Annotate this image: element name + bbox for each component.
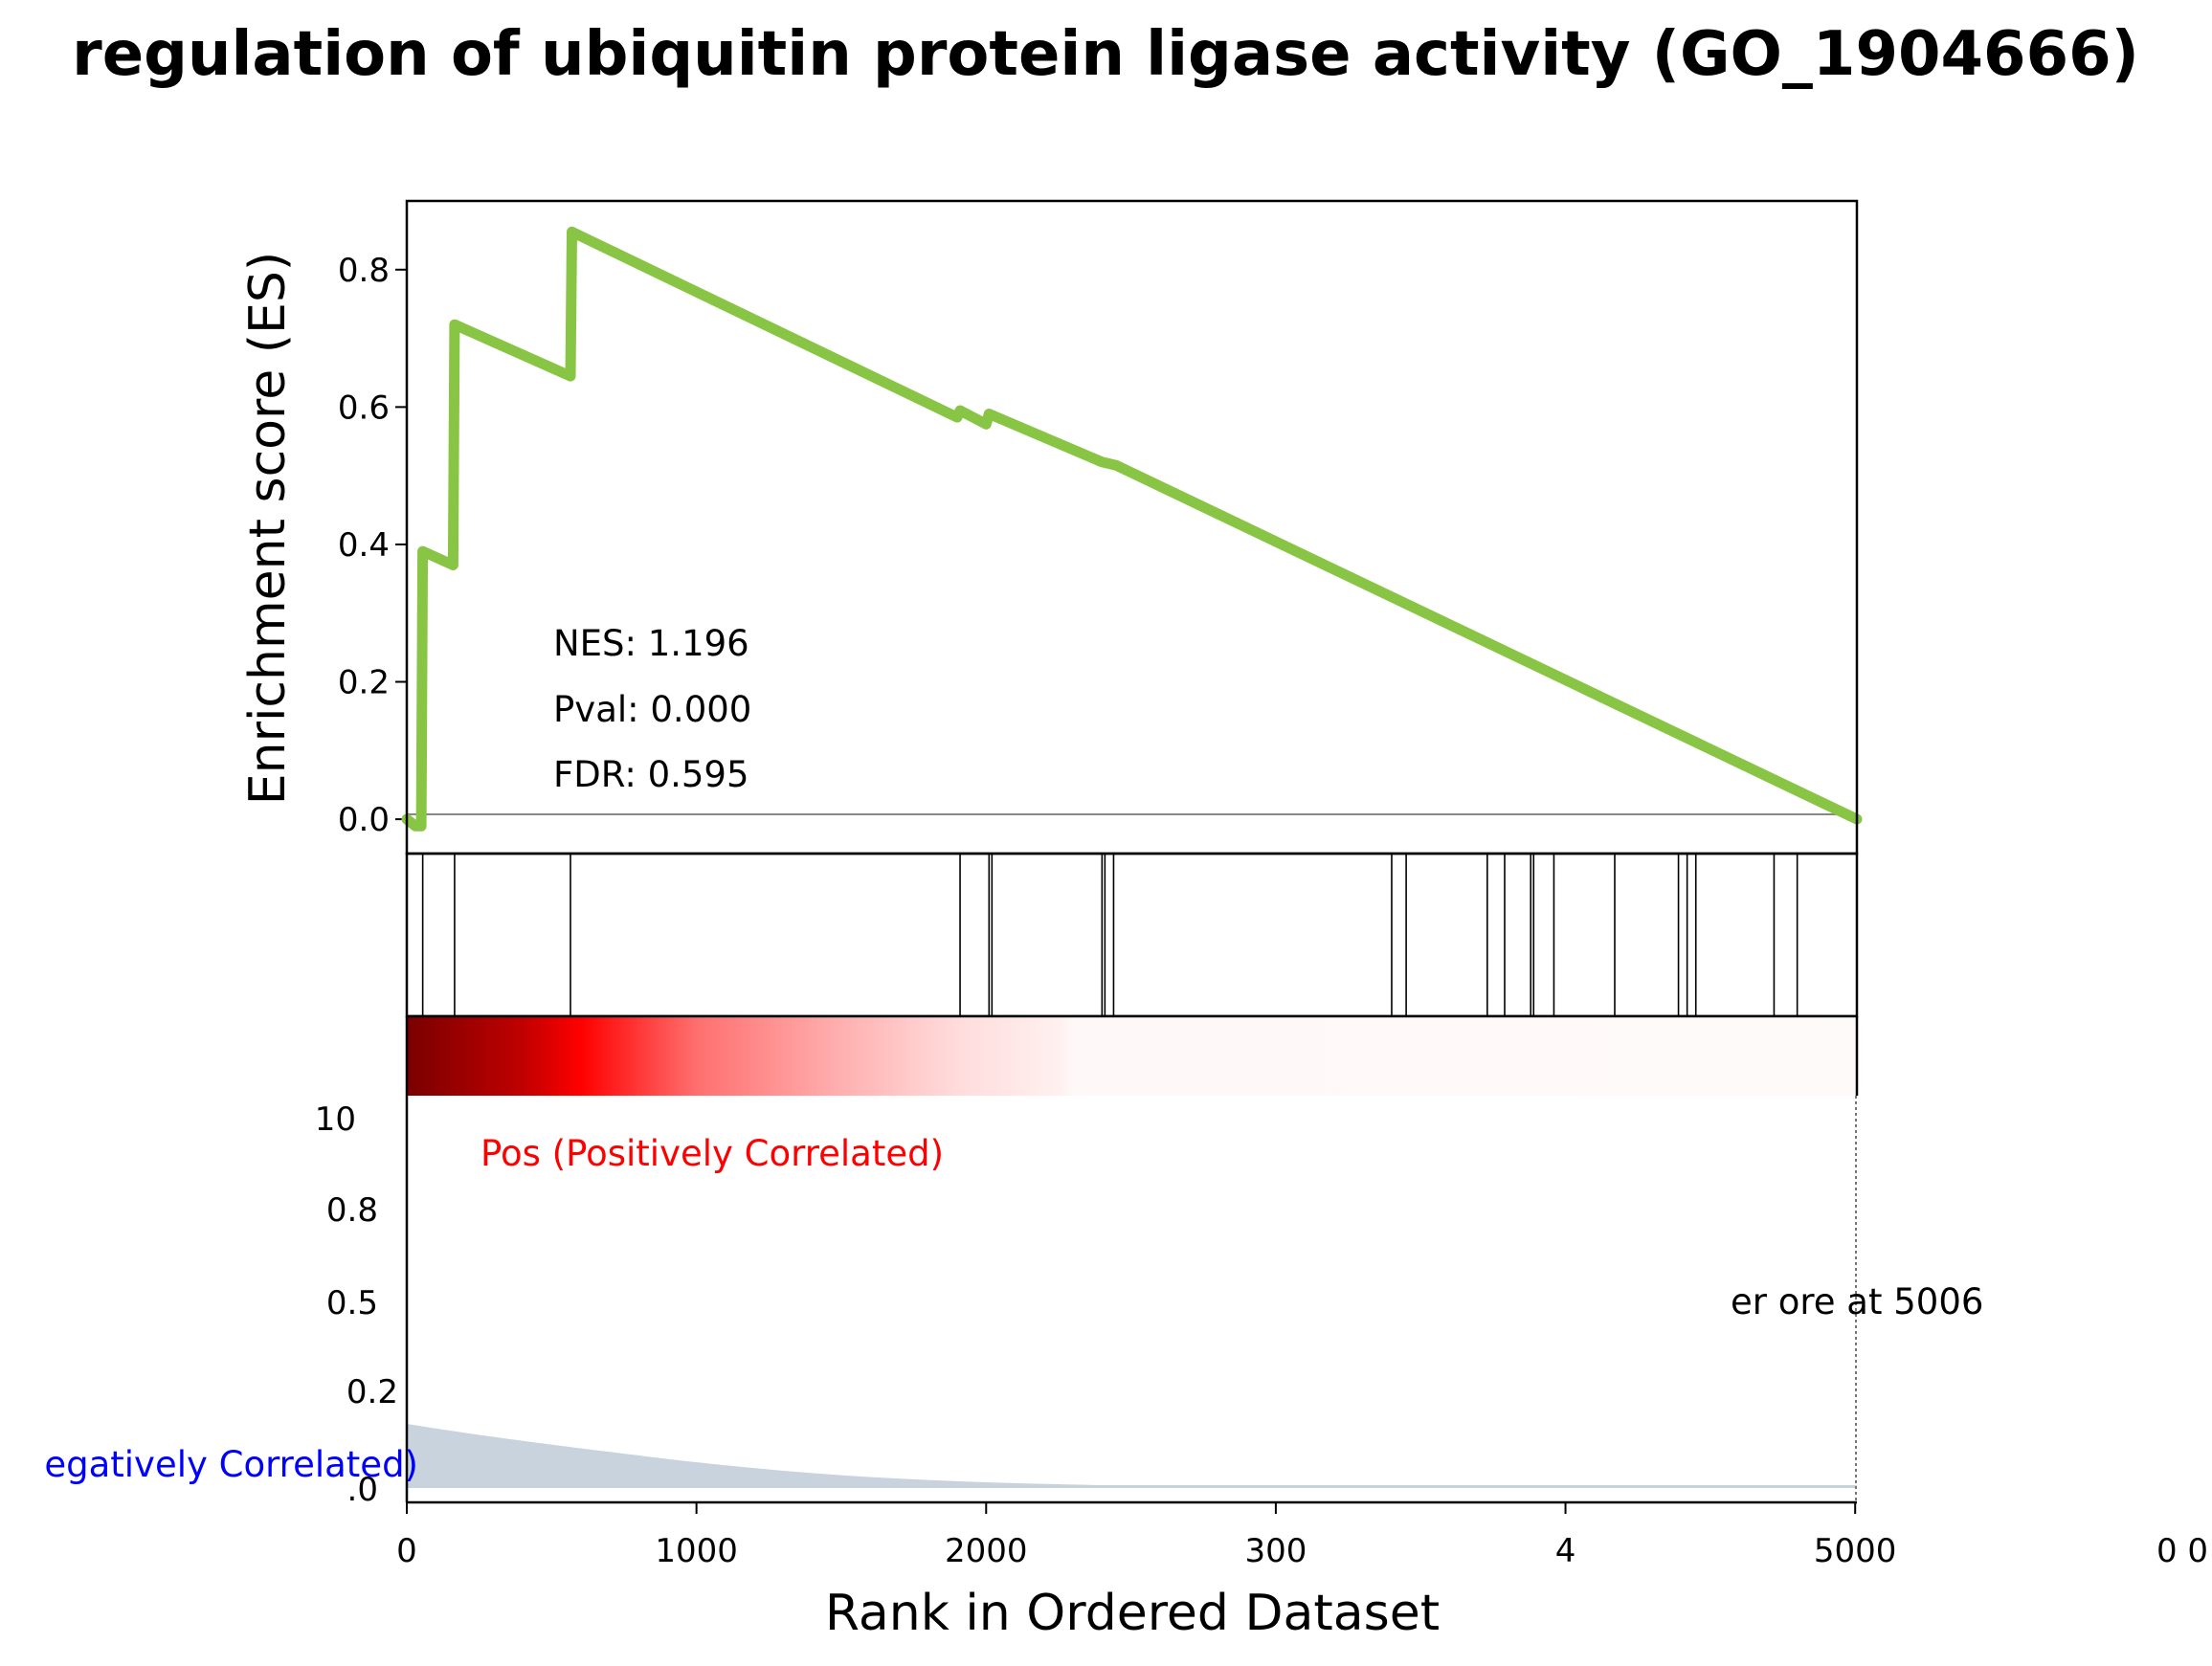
es-y-tick-label: 0.8 [338,252,390,290]
x-tick-label: 2000 [945,1532,1028,1570]
es-y-tick-label: 0.6 [338,389,390,427]
metric-y-tick: 0.2 [346,1373,398,1411]
metric-area [407,1424,1857,1488]
es-line [401,226,1863,832]
hits-panel [405,852,1859,1018]
es-y-tick-label: 0.2 [338,664,390,702]
pos-label: Pos (Positively Correlated) [480,1133,944,1174]
x-axis-label: Rank in Ordered Dataset [825,1585,1440,1642]
neg-label: egatively Correlated) [44,1444,418,1485]
zero-cross-label: er ore at 5006 [1731,1281,1983,1322]
metric-y-tick: .0 [347,1471,378,1509]
metric-y-tick: 10 [315,1100,356,1139]
es-y-ticks: 0.0 0.2 0.4 0.6 0.8 [338,252,407,839]
hits-frame [405,852,1859,1018]
x-extra-tick: 0 0 [2156,1532,2208,1570]
es-y-tick-label: 0.0 [338,801,390,839]
x-tick-label: 5000 [1814,1532,1897,1570]
x-tick-label: 1000 [655,1532,738,1570]
chart-title: regulation of ubiquitin protein ligase a… [72,19,2139,90]
fdr-label: FDR: 0.595 [553,754,749,795]
heatmap-bar [407,1016,1857,1096]
x-tick-label: 0 [396,1532,417,1570]
pval-label: Pval: 0.000 [553,689,751,730]
x-ticks: 0 1000 2000 300 4 5000 [396,1502,1896,1570]
metric-y-tick: 0.8 [326,1191,378,1230]
y-axis-label: Enrichment score (ES) [239,252,297,805]
x-tick-label: 4 [1555,1532,1576,1570]
hit-lines [421,854,1799,1016]
metric-y-tick: 0.5 [326,1284,378,1322]
es-y-tick-label: 0.4 [338,526,390,565]
es-panel: 0.0 0.2 0.4 0.6 0.8 NES: 1.196 Pval: 0.000 F… [239,199,1863,855]
ranked-metric-panel: 10 0.8 0.5 0.2 .0 Pos (Positively Correl… [44,1014,1983,1509]
nes-label: NES: 1.196 [553,623,749,664]
x-tick-label: 300 [1244,1532,1307,1570]
